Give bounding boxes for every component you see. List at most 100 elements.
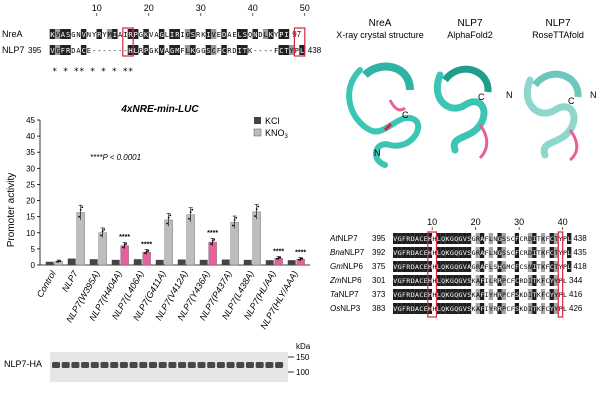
legend-label-kno3: KNO3	[265, 128, 289, 140]
svg-text:C: C	[419, 291, 423, 299]
data-point	[211, 240, 214, 242]
bars: **** **** **** **** ****	[45, 204, 306, 266]
svg-text:-: -	[102, 47, 106, 55]
svg-text:H: H	[432, 249, 436, 257]
svg-text:S: S	[506, 249, 510, 257]
significance-stars: ****	[295, 249, 306, 256]
svg-text:N: N	[253, 31, 257, 39]
svg-text:R: R	[406, 277, 410, 285]
svg-text:Q: Q	[454, 263, 458, 271]
svg-text:G: G	[398, 249, 402, 257]
svg-text:K: K	[446, 305, 450, 313]
blot-band	[81, 362, 90, 368]
svg-text:V: V	[212, 31, 217, 39]
svg-text:I: I	[533, 263, 537, 271]
blot-band	[187, 362, 196, 368]
svg-text:C: C	[546, 291, 550, 299]
svg-text:-: -	[264, 47, 268, 55]
alignment-bottom-rows: AtNLP7 395 V G F R D A C E H H L Q K G Q G V S G R A F L N G S S C F C R…	[329, 231, 587, 318]
alignment-top: 10 20 30 40 50 NreA K V A S G N V N Y R Y M I A I R P G K V A G L I R…	[0, 0, 330, 100]
bar-kcl	[89, 259, 98, 265]
western-blot-svg: kDa NLP7-HA 150 100	[4, 342, 311, 382]
svg-text:A: A	[480, 263, 484, 271]
bar-kcl	[265, 260, 274, 265]
data-point	[191, 208, 194, 211]
bottom-row-start: 301	[372, 276, 386, 285]
bottom-row-start: 375	[372, 262, 386, 271]
svg-text:A: A	[476, 277, 480, 285]
svg-text:K: K	[50, 31, 55, 39]
svg-text:K: K	[446, 263, 450, 271]
blot-band	[52, 362, 60, 368]
data-point	[233, 219, 236, 221]
svg-text:K: K	[472, 305, 476, 313]
svg-text:K: K	[446, 249, 450, 257]
svg-text:G: G	[459, 263, 463, 271]
svg-text:E: E	[424, 291, 428, 299]
svg-text:A: A	[415, 249, 419, 257]
bottom-row-end: 426	[569, 304, 583, 313]
svg-text:F: F	[546, 263, 550, 271]
svg-text:I: I	[180, 31, 184, 39]
svg-text:R: R	[406, 291, 410, 299]
svg-text:G: G	[196, 47, 200, 55]
y-tick-label: 20	[26, 197, 35, 206]
svg-text:T: T	[537, 249, 541, 257]
y-tick-label: 10	[26, 229, 35, 238]
blot-band	[275, 362, 284, 368]
alignment-bottom-ticks: 10 20 30 40	[427, 217, 568, 230]
bottom-highlight-box	[427, 231, 438, 318]
top-tick-label: 40	[248, 3, 258, 13]
svg-text:A: A	[165, 47, 170, 55]
svg-text:L: L	[563, 291, 567, 299]
bar-kcl	[199, 259, 208, 265]
svg-text:K: K	[541, 249, 545, 257]
svg-text:C: C	[419, 249, 423, 257]
svg-text:T: T	[554, 263, 558, 271]
svg-text:F: F	[402, 291, 406, 299]
structure-1-ribbon	[346, 62, 422, 168]
data-point	[123, 243, 126, 246]
svg-text:N: N	[528, 263, 532, 271]
svg-text:T: T	[533, 277, 537, 285]
svg-text:P: P	[144, 47, 148, 55]
svg-text:M: M	[175, 47, 179, 55]
svg-text:F: F	[402, 305, 406, 313]
svg-text:V: V	[393, 305, 397, 313]
svg-text:E: E	[87, 47, 91, 55]
bottom-tick-label: 30	[514, 217, 524, 227]
svg-text:K: K	[472, 291, 476, 299]
svg-text:S: S	[524, 263, 528, 271]
svg-text:H: H	[428, 277, 432, 285]
svg-text:Q: Q	[441, 249, 445, 257]
svg-text:C: C	[519, 235, 523, 243]
svg-text:E: E	[424, 277, 428, 285]
blot-band	[119, 362, 128, 368]
svg-text:G: G	[498, 249, 502, 257]
structure-1-n-label: N	[374, 148, 381, 158]
x-tick-label: Control	[35, 268, 59, 299]
significance-stars: ****	[119, 234, 130, 241]
svg-text:V: V	[463, 263, 467, 271]
svg-text:Q: Q	[454, 277, 458, 285]
svg-text:S: S	[502, 235, 506, 243]
svg-text:A: A	[415, 291, 419, 299]
svg-text:R: R	[227, 47, 232, 55]
svg-text:I: I	[533, 235, 537, 243]
svg-text:H: H	[128, 47, 132, 55]
svg-text:F: F	[217, 47, 221, 55]
svg-text:R: R	[493, 277, 497, 285]
data-point	[78, 215, 80, 218]
top-tick-label: 30	[196, 3, 206, 13]
svg-text:R: R	[406, 263, 410, 271]
svg-text:V: V	[393, 249, 397, 257]
svg-text:C: C	[212, 47, 216, 55]
blot-band	[129, 362, 138, 368]
bottom-row-start: 383	[372, 304, 386, 313]
promoter-activity-chart: 4xNRE-min-LUC ****P < 0.0001 Promoter ac…	[0, 100, 330, 335]
data-point	[59, 260, 62, 263]
svg-text:D: D	[258, 31, 262, 39]
svg-text:C: C	[550, 263, 554, 271]
data-point	[279, 256, 282, 259]
svg-text:A: A	[415, 235, 419, 243]
